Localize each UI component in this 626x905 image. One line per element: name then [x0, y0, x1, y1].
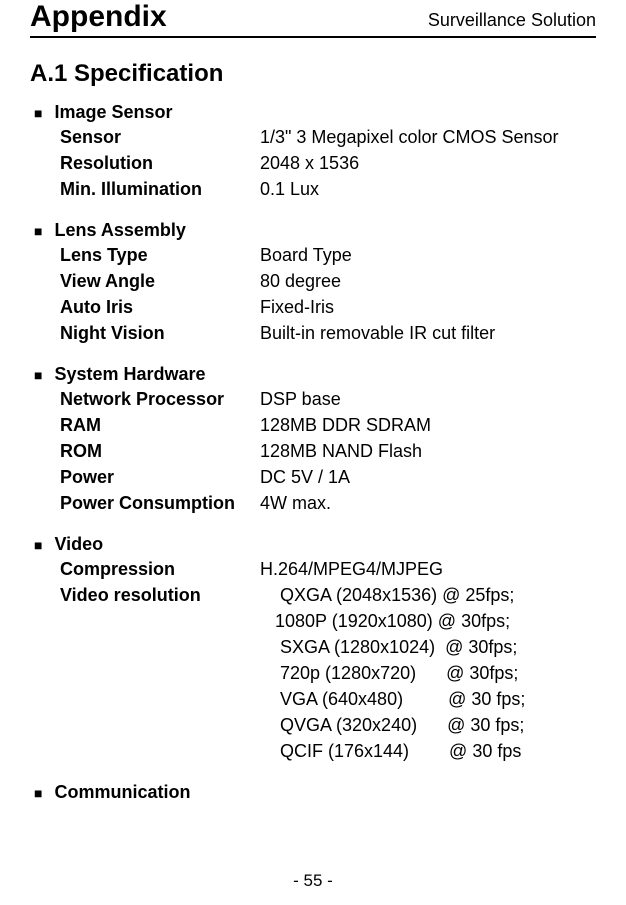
group-communication: ■ Communication [30, 782, 596, 804]
spec-row: Power Consumption 4W max. [60, 490, 596, 516]
spec-row: Sensor 1/3" 3 Megapixel color CMOS Senso… [60, 124, 596, 150]
spec-label: Compression [60, 556, 260, 582]
spec-value: DC 5V / 1A [260, 464, 596, 490]
group-image-sensor: ■ Image Sensor Sensor 1/3" 3 Megapixel c… [30, 102, 596, 202]
spec-row: Min. Illumination 0.1 Lux [60, 176, 596, 202]
header-title: Appendix [30, 0, 167, 34]
group-title: Lens Assembly [54, 220, 185, 241]
bullet-icon: ■ [34, 534, 42, 556]
spec-label: Lens Type [60, 242, 260, 268]
spec-value: Board Type [260, 242, 596, 268]
video-res-line: VGA (640x480) @ 30 fps; [260, 686, 525, 712]
video-res-line: 1080P (1920x1080) @ 30fps; [260, 608, 510, 634]
spec-value: 80 degree [260, 268, 596, 294]
spec-row: RAM 128MB DDR SDRAM [60, 412, 596, 438]
spec-value: 128MB NAND Flash [260, 438, 596, 464]
bullet-icon: ■ [34, 782, 42, 804]
spec-label: RAM [60, 412, 260, 438]
spec-label: Video resolution [60, 582, 260, 608]
spec-row: Resolution 2048 x 1536 [60, 150, 596, 176]
spec-label: Sensor [60, 124, 260, 150]
spec-label: Power Consumption [60, 490, 260, 516]
spec-value: 1/3" 3 Megapixel color CMOS Sensor [260, 124, 596, 150]
header-subtitle: Surveillance Solution [428, 10, 596, 31]
spec-row: Compression H.264/MPEG4/MJPEG [60, 556, 596, 582]
group-title: Video [54, 534, 103, 555]
spec-value: 0.1 Lux [260, 176, 596, 202]
section-title: A.1 Specification [30, 60, 596, 88]
spec-label: Min. Illumination [60, 176, 260, 202]
spec-row: Auto Iris Fixed-Iris [60, 294, 596, 320]
video-res-line: QVGA (320x240) @ 30 fps; [260, 712, 524, 738]
page-header: Appendix Surveillance Solution [30, 0, 596, 38]
spec-label: Auto Iris [60, 294, 260, 320]
video-resolution-block: Video resolution QXGA (2048x1536) @ 25fp… [60, 582, 596, 608]
spec-row: View Angle 80 degree [60, 268, 596, 294]
spec-label: Resolution [60, 150, 260, 176]
group-title: Image Sensor [54, 102, 172, 123]
bullet-icon: ■ [34, 102, 42, 124]
group-hardware: ■ System Hardware Network Processor DSP … [30, 364, 596, 516]
spec-value: 4W max. [260, 490, 596, 516]
group-title: Communication [54, 782, 190, 803]
video-res-line: SXGA (1280x1024) @ 30fps; [260, 634, 517, 660]
spec-row: ROM 128MB NAND Flash [60, 438, 596, 464]
spec-row: Night Vision Built-in removable IR cut f… [60, 320, 596, 346]
bullet-icon: ■ [34, 364, 42, 386]
group-lens: ■ Lens Assembly Lens Type Board Type Vie… [30, 220, 596, 346]
spec-label: Network Processor [60, 386, 260, 412]
video-res-line: QCIF (176x144) @ 30 fps [260, 738, 521, 764]
group-title: System Hardware [54, 364, 205, 385]
group-video: ■ Video Compression H.264/MPEG4/MJPEG Vi… [30, 534, 596, 764]
video-res-line: QXGA (2048x1536) @ 25fps; [260, 582, 514, 608]
spec-row: Power DC 5V / 1A [60, 464, 596, 490]
bullet-icon: ■ [34, 220, 42, 242]
spec-value: DSP base [260, 386, 596, 412]
spec-label: Power [60, 464, 260, 490]
spec-value: 128MB DDR SDRAM [260, 412, 596, 438]
spec-label: Night Vision [60, 320, 260, 346]
spec-row: Network Processor DSP base [60, 386, 596, 412]
page-number: - 55 - [0, 871, 626, 891]
spec-label: View Angle [60, 268, 260, 294]
spec-value: Fixed-Iris [260, 294, 596, 320]
spec-value: 2048 x 1536 [260, 150, 596, 176]
spec-label: ROM [60, 438, 260, 464]
video-res-line: 720p (1280x720) @ 30fps; [260, 660, 518, 686]
spec-value: Built-in removable IR cut filter [260, 320, 596, 346]
spec-row: Lens Type Board Type [60, 242, 596, 268]
spec-value: H.264/MPEG4/MJPEG [260, 556, 596, 582]
